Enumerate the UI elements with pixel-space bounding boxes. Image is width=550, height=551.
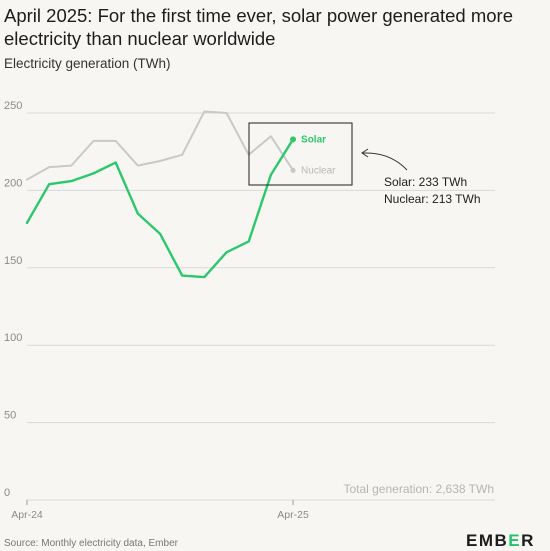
series-endpoint-nuclear: [290, 167, 296, 173]
series-line-solar: [25, 138, 295, 279]
y-tick-label: 200: [4, 177, 22, 189]
callout-arrowhead: [361, 148, 369, 158]
y-tick-label: 0: [4, 487, 10, 499]
source-note: Source: Monthly electricity data, Ember: [4, 538, 178, 549]
total-generation-label: Total generation: 2,638 TWh: [343, 482, 494, 496]
annotation-nuclear: Nuclear: 213 TWh: [384, 192, 481, 206]
series-endpoint-solar: [290, 136, 297, 143]
x-tick-label: Apr-24: [11, 509, 43, 521]
chart-title: April 2025: For the first time ever, sol…: [4, 5, 513, 49]
series-label-solar: Solar: [301, 134, 326, 145]
series-line-nuclear: [26, 110, 295, 181]
y-tick-label: 250: [4, 100, 22, 112]
callout-arrow: [362, 152, 408, 171]
series-label-nuclear: Nuclear: [301, 165, 336, 176]
highlight-box: [248, 122, 353, 186]
y-tick-label: 50: [4, 410, 16, 422]
chart-subtitle: Electricity generation (TWh): [4, 56, 171, 71]
y-tick-label: 100: [4, 332, 22, 344]
x-tick-label: Apr-25: [277, 509, 309, 521]
annotation-solar: Solar: 233 TWh: [384, 175, 467, 189]
ember-logo: EMBER: [466, 531, 535, 550]
y-tick-label: 150: [4, 255, 22, 267]
